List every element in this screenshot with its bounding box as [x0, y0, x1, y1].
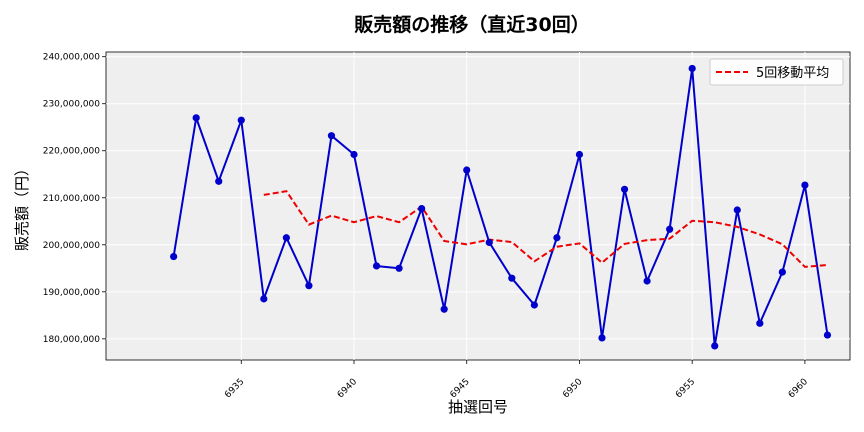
- data-point-sales: [395, 264, 403, 272]
- data-point-sales: [372, 262, 381, 270]
- y-axis-label: 販売額（円）: [13, 161, 31, 251]
- data-point-sales: [260, 295, 268, 303]
- series-line-sales: [172, 67, 829, 347]
- data-point-sales: [215, 177, 223, 185]
- x-tick-label: 6945: [449, 377, 472, 400]
- x-tick-label: 6935: [223, 377, 246, 400]
- data-point-sales: [463, 166, 471, 174]
- data-point-sales: [350, 150, 358, 159]
- y-tick-label: 220,000,000: [43, 147, 101, 157]
- series-layer: [170, 64, 832, 350]
- y-tick-label: 180,000,000: [43, 335, 101, 345]
- data-point-sales: [418, 204, 426, 213]
- data-point-sales: [237, 116, 245, 124]
- y-tick-label: 240,000,000: [43, 53, 101, 63]
- data-point-sales: [733, 206, 741, 214]
- data-point-sales: [756, 319, 764, 327]
- x-tick-label: 6940: [336, 377, 359, 400]
- data-point-sales: [620, 185, 629, 193]
- data-point-sales: [823, 331, 832, 339]
- data-point-sales: [666, 225, 674, 233]
- data-point-sales: [327, 132, 336, 140]
- data-point-sales: [688, 64, 696, 73]
- x-axis-label: 抽選回号: [448, 398, 508, 416]
- data-point-sales: [801, 181, 809, 189]
- y-tick-label: 210,000,000: [43, 194, 101, 204]
- data-point-sales: [598, 334, 606, 342]
- legend-label-moving-average: 5回移動平均: [756, 66, 829, 81]
- data-point-sales: [778, 268, 786, 276]
- x-axis-ticks: 6935 6940 6945 6950 6955 6960: [223, 360, 810, 400]
- chart-title: 販売額の推移（直近30回）: [354, 13, 589, 36]
- data-point-sales: [485, 238, 493, 247]
- data-point-sales: [643, 277, 651, 285]
- data-point-sales: [711, 342, 719, 350]
- data-point-sales: [192, 114, 200, 122]
- y-axis-ticks: 180,000,000 190,000,000 200,000,000 210,000…: [43, 53, 106, 345]
- x-tick-label: 6955: [674, 377, 697, 400]
- data-point-sales: [508, 274, 516, 282]
- y-tick-label: 190,000,000: [43, 288, 101, 298]
- y-tick-label: 230,000,000: [43, 100, 101, 110]
- data-point-sales: [530, 301, 538, 309]
- data-point-sales: [553, 234, 561, 242]
- data-point-sales: [575, 150, 584, 159]
- legend-box: [709, 58, 844, 86]
- grid: [106, 52, 850, 360]
- data-point-sales: [440, 305, 448, 313]
- series-line-moving-average: [263, 190, 828, 268]
- x-tick-label: 6960: [787, 377, 810, 400]
- data-point-sales: [282, 234, 290, 242]
- data-point-sales: [305, 282, 313, 290]
- y-tick-label: 200,000,000: [43, 241, 101, 251]
- data-point-sales: [170, 252, 178, 261]
- x-tick-label: 6950: [561, 377, 584, 400]
- legend: 5回移動平均: [709, 58, 844, 86]
